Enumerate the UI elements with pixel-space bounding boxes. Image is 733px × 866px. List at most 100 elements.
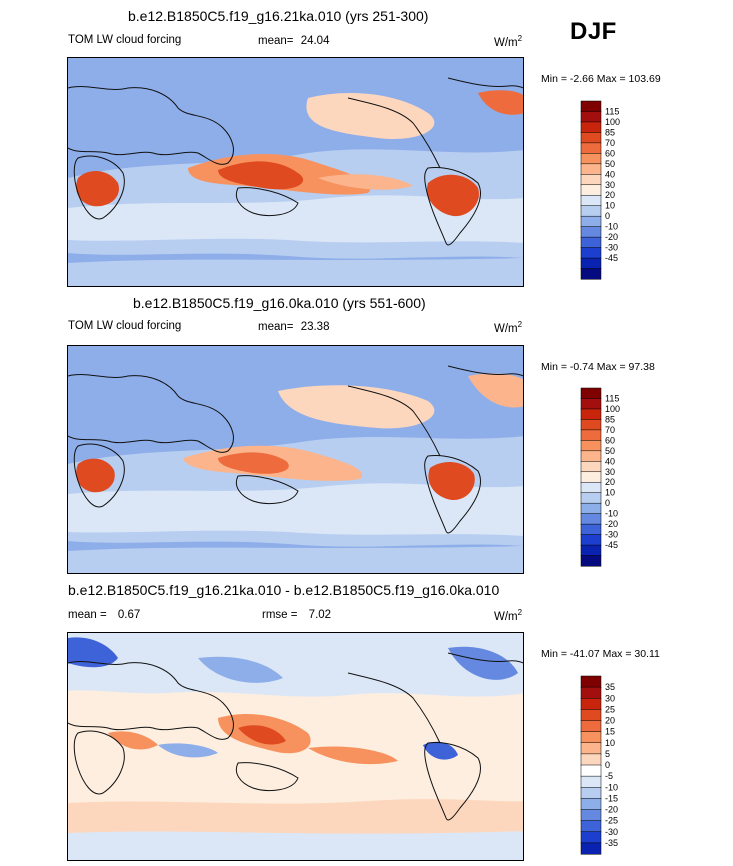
colorbar-swatch (580, 709, 602, 722)
panel-3-mean: mean = 0.67 (68, 609, 140, 621)
colorbar-swatch (580, 787, 602, 799)
colorbar-swatch (580, 753, 602, 766)
panel-3-coastlines (68, 652, 523, 821)
colorbar-tick-label: 10 (605, 201, 615, 211)
colorbar-swatch (580, 502, 602, 515)
panel-1-mean-label: mean= (258, 35, 294, 47)
colorbar-swatch (580, 387, 602, 400)
panel-3-itcz-warm (308, 746, 398, 765)
colorbar-swatch (580, 205, 602, 217)
colorbar-swatch (580, 100, 602, 113)
panel-1-ipwp-core (218, 161, 304, 190)
colorbar-swatch (580, 513, 602, 525)
colorbar-swatch (580, 247, 602, 259)
colorbar-tick-label: 40 (605, 169, 615, 179)
colorbar-tick-label: 10 (605, 488, 615, 498)
colorbar-swatch (580, 408, 602, 420)
panel-2-ipwp-core (218, 452, 289, 474)
panel-3-natl-cool (448, 646, 518, 680)
panel-3-amazon-cool (423, 741, 458, 760)
colorbar-tick-label: -20 (605, 232, 618, 242)
panel-2-coastlines (68, 365, 523, 534)
colorbar-swatch (580, 132, 602, 144)
panel-2-amazon-warm (428, 462, 475, 501)
colorbar-tick-label: 70 (605, 138, 615, 148)
panel-2-africa-warm (76, 458, 115, 493)
colorbar-tick-label: 0 (605, 760, 610, 770)
panel-2-npac-anomaly (278, 385, 435, 429)
colorbar-tick-label: 30 (605, 467, 615, 477)
panel-2-mean-label: mean= (258, 321, 294, 333)
colorbar-tick-label: -20 (605, 805, 618, 815)
colorbar-tick-label: -30 (605, 530, 618, 540)
panel-1-units: W/m2 (494, 34, 523, 49)
panel-1-subtropic-band (68, 195, 523, 243)
panel-3-rmse-label: rmse = (262, 609, 298, 621)
colorbar-swatch (580, 174, 602, 186)
panel-3-minmax: Min = -41.07 Max = 30.11 (541, 648, 660, 660)
colorbar-tick-label: 60 (605, 435, 615, 445)
panel-2-units: W/m2 (494, 320, 523, 335)
colorbar-tick-label: -10 (605, 509, 618, 519)
panel-1-colorbar: 115 100 85 70 60 50 40 30 20 10 0 -10 -20 -30 -45 (580, 100, 641, 281)
colorbar-swatch (580, 534, 602, 546)
colorbar-tick-label: 85 (605, 127, 615, 137)
colorbar-swatch (580, 194, 602, 207)
colorbar-tick-label: 0 (605, 211, 610, 221)
panel-1-natl-anomaly (478, 90, 523, 115)
colorbar-swatch (580, 731, 602, 744)
colorbar-tick-label: -45 (605, 253, 618, 263)
colorbar-swatch (580, 523, 602, 536)
panel-1-npac-anomaly (306, 93, 435, 139)
panel-2-minmax: Min = -0.74 Max = 97.38 (541, 361, 655, 373)
panel-1-mean-value: 24.04 (300, 35, 330, 47)
panel-3-ipwp-core (238, 725, 286, 745)
colorbar-tick-label: 50 (605, 159, 615, 169)
colorbar-tick-label: 25 (605, 704, 615, 714)
panel-1-southern-ocean (68, 258, 523, 286)
colorbar-swatch (580, 153, 602, 165)
colorbar-tick-label: 30 (605, 693, 615, 703)
colorbar-swatch (580, 720, 602, 733)
colorbar-swatch (580, 764, 602, 777)
colorbar-swatch (580, 820, 602, 833)
colorbar-swatch (580, 257, 602, 270)
panel-1-itcz-east (318, 174, 413, 190)
colorbar-swatch (580, 398, 602, 410)
colorbar-swatch (580, 831, 602, 844)
colorbar-tick-label: 0 (605, 498, 610, 508)
colorbar-tick-label: 85 (605, 414, 615, 424)
panel-3-map-svg (68, 633, 523, 860)
colorbar-swatch (580, 544, 602, 557)
colorbar-tick-label: 40 (605, 456, 615, 466)
panel-1-title: b.e12.B1850C5.f19_g16.21ka.010 (yrs 251-… (128, 8, 429, 24)
colorbar-tick-label: 60 (605, 148, 615, 158)
panel-1-map (67, 57, 524, 287)
panel-2-mean: mean= 23.38 (258, 321, 329, 333)
colorbar-swatch (580, 111, 602, 123)
colorbar-swatch (580, 461, 602, 473)
colorbar-swatch (580, 775, 602, 788)
panel-2-subtropic-band (68, 483, 523, 536)
colorbar-swatch (580, 184, 602, 196)
colorbar-swatch (580, 809, 602, 822)
colorbar-tick-label: 20 (605, 477, 615, 487)
panel-1-map-svg (68, 58, 523, 286)
colorbar-swatch (580, 121, 602, 133)
colorbar-swatch (580, 842, 602, 855)
panel-3-title: b.e12.B1850C5.f19_g16.21ka.010 - b.e12.B… (68, 582, 500, 598)
colorbar-tick-label: 100 (605, 117, 620, 127)
colorbar-tick-label: -10 (605, 782, 618, 792)
colorbar-tick-label: 20 (605, 716, 615, 726)
panel-3-nw-cool-core (68, 637, 118, 668)
colorbar-tick-label: -45 (605, 540, 618, 550)
colorbar-swatch (580, 492, 602, 504)
panel-3-southern-ocean (68, 831, 523, 860)
panel-2-colorbar: 115 100 85 70 60 50 40 30 20 10 0 -10 -20 -30 -45 (580, 387, 641, 568)
colorbar-swatch (580, 471, 602, 483)
colorbar-swatch (580, 268, 602, 280)
colorbar-swatch (580, 481, 602, 494)
colorbar-swatch (580, 440, 602, 452)
colorbar-swatch (580, 675, 602, 688)
